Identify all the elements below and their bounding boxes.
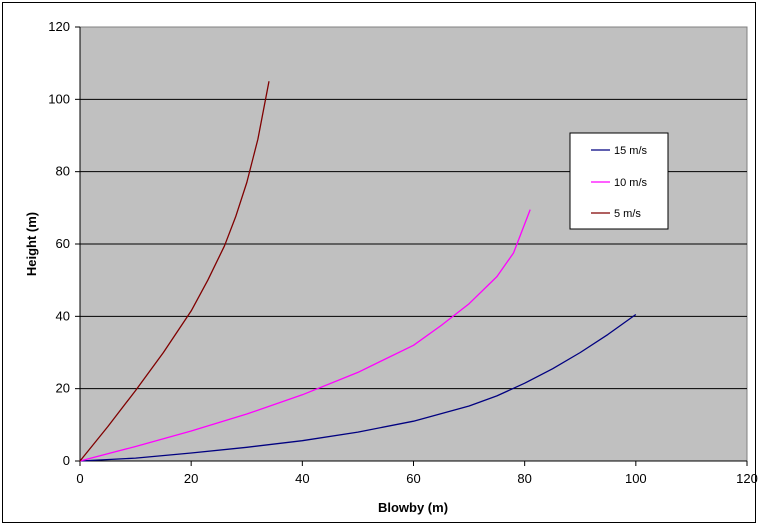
x-tick-label: 20 xyxy=(184,471,198,486)
y-tick-label: 20 xyxy=(56,381,70,396)
series-line-5-m-s xyxy=(79,81,270,462)
legend-label-5ms: 5 m/s xyxy=(614,208,641,220)
x-tick-labels: 0 20 40 60 80 100 120 xyxy=(76,471,757,486)
legend-box xyxy=(569,132,669,230)
y-tick-labels: 0 20 40 60 80 100 120 xyxy=(48,19,70,468)
x-tick-label: 120 xyxy=(736,471,758,486)
x-tick-label: 100 xyxy=(625,471,647,486)
legend-label-10ms: 10 m/s xyxy=(614,177,648,189)
series-line-15-m-s xyxy=(79,313,637,462)
axes xyxy=(75,26,748,466)
x-tick-label: 40 xyxy=(295,471,309,486)
y-tick-label: 100 xyxy=(48,91,70,106)
series-lines xyxy=(79,81,637,462)
y-tick-label: 120 xyxy=(48,19,70,34)
x-axis-title: Blowby (m) xyxy=(378,500,448,515)
y-tick-label: 0 xyxy=(63,453,70,468)
legend-label-15ms: 15 m/s xyxy=(614,145,648,157)
series-line-10-m-s xyxy=(79,209,531,462)
x-tick-label: 60 xyxy=(406,471,420,486)
y-tick-label: 80 xyxy=(56,164,70,179)
y-axis-title: Height (m) xyxy=(24,212,39,276)
y-tick-label: 60 xyxy=(56,236,70,251)
legend: 15 m/s 10 m/s 5 m/s xyxy=(569,132,669,230)
x-tick-label: 0 xyxy=(76,471,83,486)
x-tick-label: 80 xyxy=(517,471,531,486)
y-tick-label: 40 xyxy=(56,308,70,323)
